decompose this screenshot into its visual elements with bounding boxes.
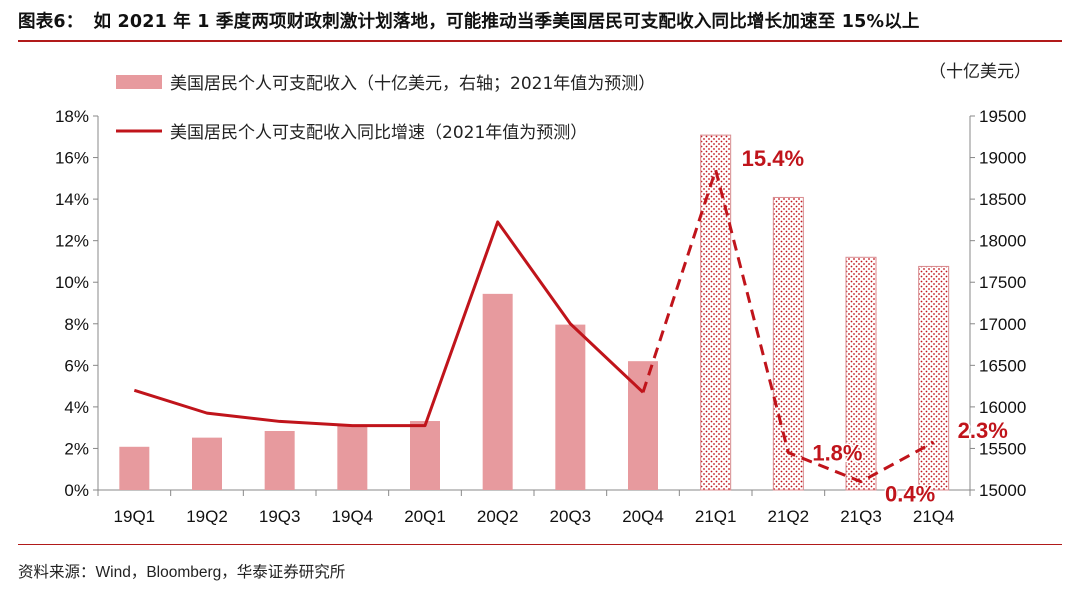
right-axis-unit: （十亿美元） <box>929 62 1031 82</box>
left-tick-label: 16% <box>55 149 89 168</box>
left-tick-label: 6% <box>64 356 89 375</box>
x-tick-label: 20Q1 <box>404 507 446 526</box>
data-label-21Q4: 2.3% <box>958 418 1008 443</box>
data-label-21Q2: 1.8% <box>812 441 862 466</box>
right-tick-label: 19500 <box>979 107 1026 126</box>
left-tick-label: 14% <box>55 190 89 209</box>
bars <box>119 134 950 491</box>
growth-line-forecast <box>641 168 935 484</box>
bar-19Q1 <box>119 446 150 490</box>
x-tick-label: 20Q4 <box>622 507 664 526</box>
bar-forecast-21Q4 <box>918 265 950 491</box>
left-tick-label: 12% <box>55 232 89 251</box>
legend-bar-label: 美国居民个人可支配收入（十亿美元，右轴；2021年值为预测） <box>170 74 655 94</box>
legend: 美国居民个人可支配收入（十亿美元，右轴；2021年值为预测） 美国居民个人可支配收… <box>116 74 655 143</box>
data-label-21Q3: 0.4% <box>885 482 935 507</box>
right-tick-label: 18500 <box>979 190 1026 209</box>
data-labels: 15.4% 1.8% 0.4% 2.3% <box>740 145 1009 509</box>
left-tick-label: 2% <box>64 439 89 458</box>
bar-19Q3 <box>264 430 295 490</box>
bar-forecast-21Q2 <box>772 196 804 491</box>
left-tick-label: 4% <box>64 398 89 417</box>
bar-19Q4 <box>337 426 368 490</box>
x-tick-label: 21Q2 <box>768 507 810 526</box>
right-tick-label: 17000 <box>979 315 1026 334</box>
x-tick-label: 19Q2 <box>186 507 228 526</box>
figure-tag: 图表6： <box>18 12 84 32</box>
legend-bar-swatch <box>116 75 162 89</box>
figure-title: 图表6： 如 2021 年 1 季度两项财政刺激计划落地，可能推动当季美国居民可支… <box>18 8 1068 34</box>
right-tick-label: 17500 <box>979 273 1026 292</box>
right-tick-label: 16500 <box>979 356 1026 375</box>
bar-20Q3 <box>555 324 586 490</box>
footer-divider <box>18 544 1062 545</box>
x-tick-label: 20Q2 <box>477 507 519 526</box>
right-tick-label: 15000 <box>979 481 1026 500</box>
x-tick-label: 19Q1 <box>114 507 156 526</box>
right-tick-label: 16000 <box>979 398 1026 417</box>
x-tick-label: 21Q1 <box>695 507 737 526</box>
axes: 0% 2% 4% 6% 8% 10% 12% 14% 16% 18% 15000 15500 16000… <box>55 107 1026 500</box>
left-tick-label: 8% <box>64 315 89 334</box>
legend-line-label: 美国居民个人可支配收入同比增速（2021年值为预测） <box>170 123 587 143</box>
growth-line-actual <box>133 220 645 428</box>
bar-forecast-21Q1 <box>700 134 732 491</box>
title-divider <box>18 40 1062 42</box>
bar-20Q2 <box>482 293 513 490</box>
bar-forecast-21Q3 <box>845 256 877 491</box>
x-tick-label: 21Q3 <box>840 507 882 526</box>
line-series <box>133 168 935 484</box>
right-tick-label: 19000 <box>979 149 1026 168</box>
bar-20Q1 <box>410 421 440 490</box>
x-tick-label: 20Q3 <box>550 507 592 526</box>
left-tick-label: 18% <box>55 107 89 126</box>
x-tick-label: 19Q4 <box>332 507 374 526</box>
bar-19Q2 <box>192 437 222 490</box>
x-tick-labels: 19Q1 19Q2 19Q3 19Q4 20Q1 20Q2 20Q3 20Q4 21Q1 21Q2… <box>114 507 955 526</box>
x-tick-label: 19Q3 <box>259 507 301 526</box>
left-tick-label: 0% <box>64 481 89 500</box>
right-tick-label: 15500 <box>979 439 1026 458</box>
figure-title-text: 如 2021 年 1 季度两项财政刺激计划落地，可能推动当季美国居民可支配收入同… <box>93 12 920 32</box>
x-tick-label: 21Q4 <box>913 507 955 526</box>
right-tick-label: 18000 <box>979 232 1026 251</box>
source-note: 资料来源：Wind，Bloomberg，华泰证券研究所 <box>18 564 346 581</box>
left-tick-label: 10% <box>55 273 89 292</box>
data-label-21Q1: 15.4% <box>742 146 804 171</box>
